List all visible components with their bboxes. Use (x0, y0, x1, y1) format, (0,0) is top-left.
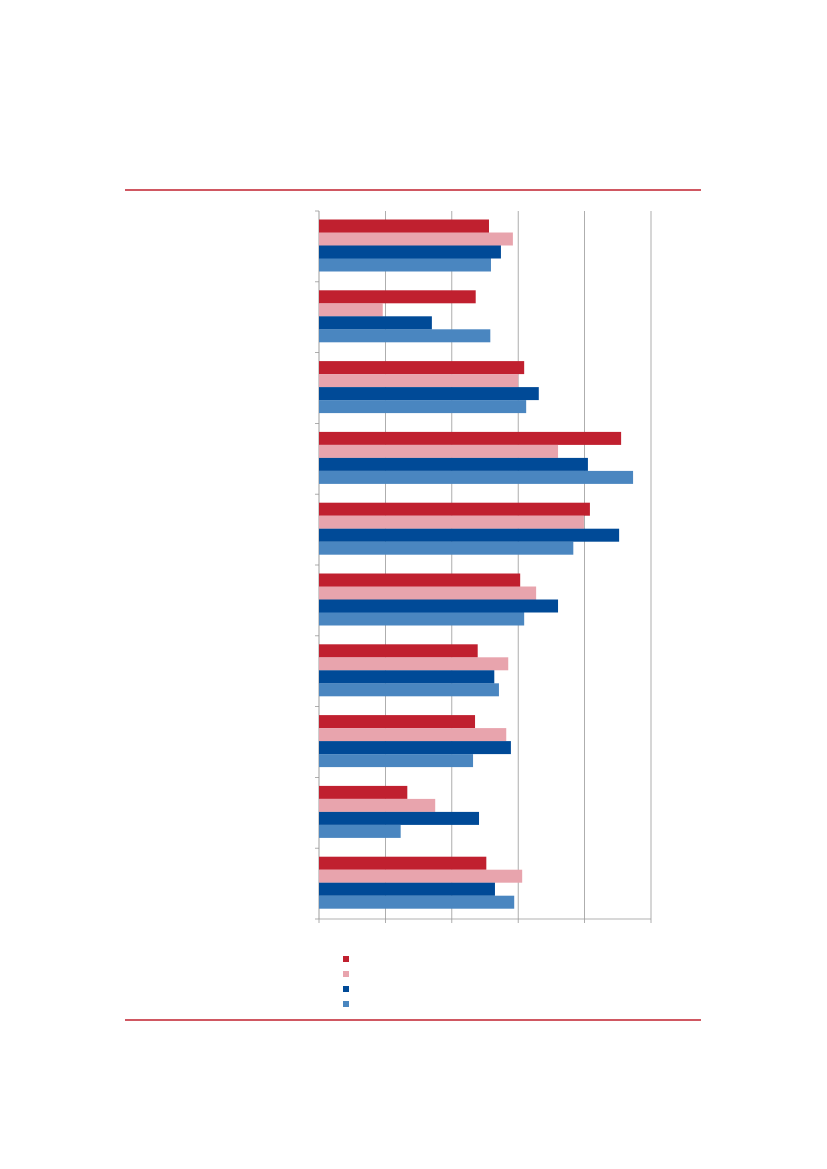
bar (319, 882, 495, 896)
bar (319, 869, 523, 883)
bar (319, 470, 634, 484)
bar (319, 670, 495, 684)
bar (319, 290, 476, 304)
bar (319, 657, 509, 671)
bar (319, 599, 559, 613)
bar (319, 798, 436, 812)
legend-swatch (343, 986, 349, 992)
bar (319, 715, 476, 729)
bar (319, 644, 478, 658)
bar (319, 586, 537, 600)
bar (319, 754, 474, 768)
bar (319, 741, 511, 755)
bar (319, 856, 487, 870)
bar (319, 258, 491, 272)
bar (319, 683, 499, 697)
bar (319, 824, 401, 838)
bar (319, 515, 584, 529)
bar (319, 573, 521, 587)
legend-swatch (343, 971, 349, 977)
bar (319, 361, 525, 375)
bar (319, 316, 432, 330)
bar (319, 895, 515, 909)
bar (319, 528, 620, 542)
bar (319, 502, 590, 516)
bar (319, 374, 519, 388)
bar (319, 431, 622, 445)
bar (319, 785, 408, 799)
bar (319, 219, 489, 233)
bar (319, 728, 507, 742)
bar (319, 400, 527, 414)
bar (319, 444, 559, 458)
bar (319, 232, 513, 246)
chart (315, 210, 652, 1007)
bar (319, 387, 539, 401)
bar (319, 541, 574, 555)
bar (319, 303, 383, 317)
bar (319, 245, 501, 259)
bar (319, 811, 480, 825)
bar (319, 612, 525, 626)
legend-swatch (343, 956, 349, 962)
bar (319, 329, 491, 343)
legend-swatch (343, 1001, 349, 1007)
bar (319, 457, 588, 471)
